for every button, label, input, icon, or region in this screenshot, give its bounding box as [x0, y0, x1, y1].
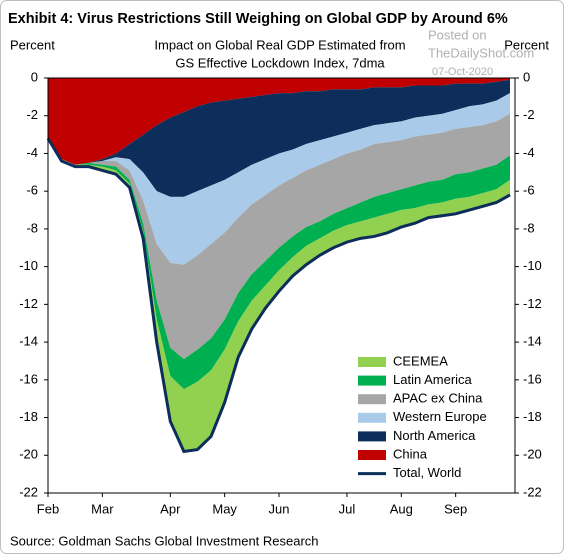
legend-swatch [358, 412, 386, 423]
y-tick-label: -14 [19, 334, 38, 349]
area [48, 113, 510, 360]
area [48, 93, 510, 265]
x-tick-label: Mar [91, 501, 114, 516]
plot-border [47, 77, 516, 494]
y2-tick-label: -20 [523, 447, 542, 462]
x-tick-label: Sep [444, 501, 467, 516]
source: Source: Goldman Sachs Global Investment … [10, 533, 319, 548]
total-line [46, 137, 511, 454]
area [48, 78, 510, 165]
chart-title: Exhibit 4: Virus Restrictions Still Weig… [8, 11, 508, 27]
x-tick-label: Jul [339, 501, 356, 516]
legend-label: North America [393, 428, 476, 443]
y-tick-label: -10 [19, 258, 38, 273]
y-tick-label: -2 [26, 107, 38, 122]
legend-label: Latin America [393, 372, 473, 387]
y2-tick-label: -14 [523, 334, 542, 349]
y2-tick-label: -10 [523, 258, 542, 273]
watermark: Posted on [428, 27, 487, 42]
legend-swatch [358, 375, 386, 386]
y-tick-label: -8 [26, 220, 38, 235]
subtitle: GS Effective Lockdown Index, 7dma [175, 55, 385, 70]
y2-tick-label: -18 [523, 409, 542, 424]
y-tick-label: -4 [26, 145, 38, 160]
y-tick-label: -22 [19, 484, 38, 499]
x-tick-label: Apr [160, 501, 181, 516]
y-tick-label: -18 [19, 409, 38, 424]
legend-label: Total, World [393, 465, 461, 480]
legend-label: APAC ex China [393, 391, 483, 406]
legend-swatch [358, 450, 386, 460]
x-tick-label: Jun [269, 501, 290, 516]
legend-label: China [393, 446, 428, 461]
area [48, 138, 510, 390]
y-tick-label: -20 [19, 447, 38, 462]
y2-tick-label: -16 [523, 371, 542, 386]
watermark: 07-Oct-2020 [432, 66, 493, 78]
y2-axis-label: Percent [504, 37, 549, 52]
y2-tick-label: -6 [523, 183, 535, 198]
legend-swatch [358, 431, 386, 442]
y-tick-label: -6 [26, 183, 38, 198]
legend-swatch [358, 394, 386, 405]
x-tick-label: May [212, 501, 237, 516]
y2-tick-label: 0 [523, 69, 530, 84]
legend-label: CEEMEA [393, 353, 448, 368]
subtitle: Impact on Global Real GDP Estimated from [154, 37, 405, 52]
x-tick-label: Feb [37, 501, 59, 516]
y2-tick-label: -8 [523, 220, 535, 235]
y-tick-label: -16 [19, 371, 38, 386]
y-tick-label: 0 [31, 69, 38, 84]
y2-tick-label: -12 [523, 296, 542, 311]
y-tick-label: -12 [19, 296, 38, 311]
watermark: TheDailyShot.com [428, 45, 534, 60]
x-tick-label: Aug [390, 501, 413, 516]
y2-tick-label: -4 [523, 145, 535, 160]
legend-swatch [358, 357, 386, 367]
y2-tick-label: -2 [523, 107, 535, 122]
legend-label: Western Europe [393, 409, 487, 424]
area [48, 79, 510, 197]
y2-tick-label: -22 [523, 484, 542, 499]
y-axis-label: Percent [10, 37, 55, 52]
